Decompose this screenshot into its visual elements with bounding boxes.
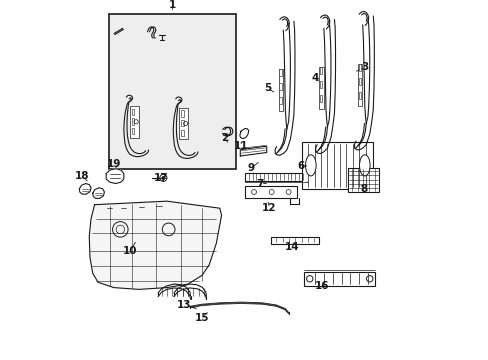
- Text: 12: 12: [262, 203, 276, 213]
- Bar: [279, 69, 281, 76]
- Bar: [358, 78, 361, 85]
- Bar: [302, 141, 372, 189]
- Bar: [358, 92, 361, 99]
- Bar: [131, 109, 134, 115]
- Bar: [319, 81, 322, 88]
- Bar: [108, 14, 235, 170]
- Bar: [131, 118, 134, 125]
- Text: 19: 19: [106, 159, 121, 169]
- Bar: [179, 108, 188, 139]
- Bar: [319, 67, 323, 109]
- Text: 16: 16: [314, 281, 329, 291]
- Polygon shape: [106, 169, 123, 184]
- Text: 10: 10: [122, 246, 137, 256]
- Text: 8: 8: [360, 184, 367, 194]
- Bar: [357, 64, 362, 106]
- Text: 14: 14: [284, 242, 299, 252]
- Text: 6: 6: [297, 161, 304, 171]
- Text: 18: 18: [75, 171, 89, 181]
- Bar: [319, 95, 322, 102]
- Text: 15: 15: [195, 312, 209, 323]
- Text: 7: 7: [256, 179, 264, 189]
- Bar: [278, 69, 283, 111]
- Text: 11: 11: [233, 141, 248, 152]
- Text: 3: 3: [360, 62, 367, 72]
- Bar: [181, 120, 183, 126]
- Text: 5: 5: [263, 83, 270, 93]
- Polygon shape: [79, 184, 91, 194]
- Ellipse shape: [305, 155, 315, 176]
- Polygon shape: [240, 146, 266, 156]
- Bar: [304, 272, 374, 286]
- Bar: [181, 111, 183, 117]
- Text: 1: 1: [168, 0, 176, 10]
- Bar: [181, 130, 183, 136]
- Bar: [244, 186, 297, 198]
- Text: 13: 13: [177, 300, 191, 310]
- Bar: [131, 128, 134, 134]
- Polygon shape: [89, 201, 221, 289]
- Bar: [270, 237, 318, 243]
- Bar: [279, 83, 281, 90]
- Text: 17: 17: [154, 173, 168, 183]
- Text: 4: 4: [311, 73, 318, 83]
- Ellipse shape: [359, 155, 369, 176]
- Bar: [130, 106, 139, 138]
- Text: 9: 9: [247, 163, 255, 173]
- Bar: [279, 97, 281, 104]
- Bar: [319, 67, 322, 74]
- Bar: [347, 168, 378, 192]
- Text: 2: 2: [221, 133, 228, 143]
- Bar: [244, 172, 306, 181]
- Circle shape: [162, 177, 164, 179]
- Bar: [358, 64, 361, 71]
- Polygon shape: [93, 188, 104, 198]
